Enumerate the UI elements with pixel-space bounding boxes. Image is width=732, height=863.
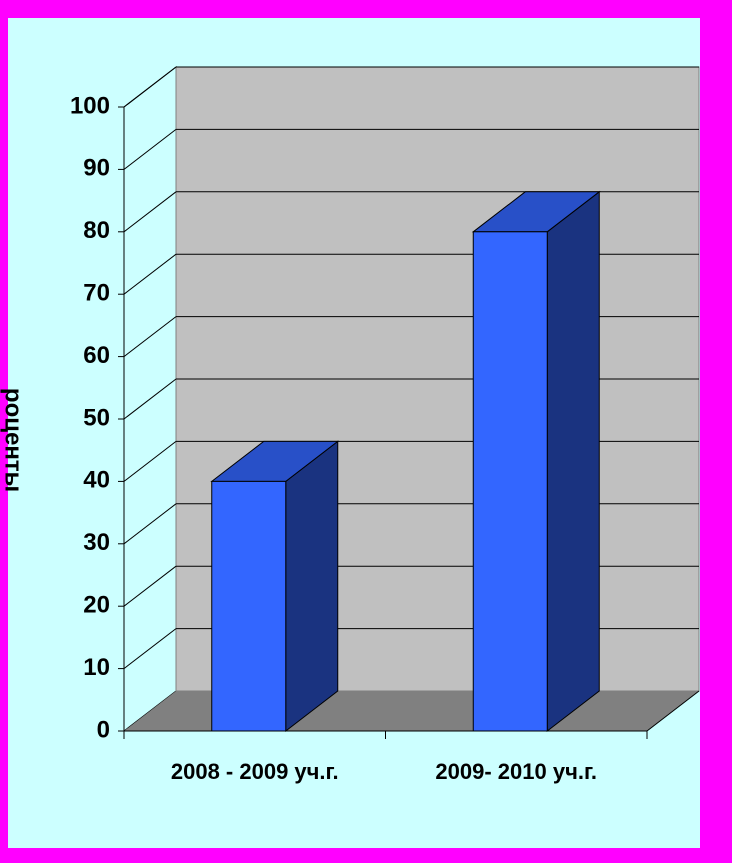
grid-line: [123, 628, 177, 669]
bar: [211, 480, 287, 732]
grid-line: [123, 316, 177, 357]
grid-line: [123, 66, 177, 108]
y-tick-label: 90: [83, 155, 110, 182]
grid-line: [123, 129, 177, 170]
y-tick-label: 20: [83, 592, 110, 619]
y-tick-label: 70: [83, 280, 110, 307]
x-tick-label: 2008 - 2009 уч.г.: [171, 759, 339, 784]
y-tick-label: 10: [83, 654, 110, 681]
y-tick-label: 40: [83, 467, 110, 494]
y-tick-label: 50: [83, 404, 110, 431]
bar: [472, 231, 548, 732]
bar-side: [285, 440, 339, 733]
y-tick-label: 80: [83, 217, 110, 244]
y-tick-label: 100: [70, 92, 110, 119]
grid-line: [123, 378, 177, 420]
grid-line: [123, 253, 177, 295]
x-tick-label: 2009- 2010 уч.г.: [435, 759, 597, 784]
grid-line: [123, 441, 177, 482]
grid-line: [123, 565, 177, 607]
grid-line: [123, 503, 177, 545]
y-tick-label: 60: [83, 342, 110, 369]
y-tick-label: 30: [83, 529, 110, 556]
y-tick-label: 0: [97, 716, 110, 743]
bar-side: [546, 190, 600, 733]
floor-edge: [646, 690, 700, 732]
grid-line: [123, 191, 177, 233]
floor: [124, 691, 699, 731]
y-axis-label: роценты: [0, 388, 27, 492]
